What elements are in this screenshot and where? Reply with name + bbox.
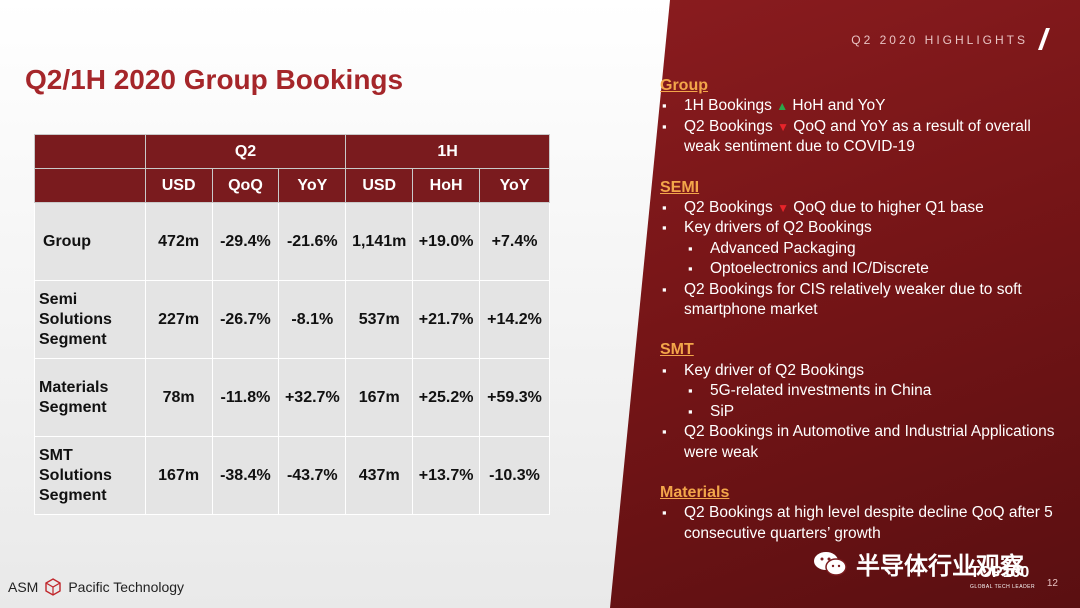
sub-bullet: 5G-related investments in China — [660, 381, 1060, 402]
heading-semi: SEMI — [660, 178, 700, 196]
table-cell: -43.7% — [278, 436, 347, 515]
table-cell: 437m — [345, 436, 414, 515]
cube-logo-icon — [45, 578, 62, 596]
heading-materials: Materials — [660, 483, 730, 501]
wechat-icon — [814, 551, 847, 576]
table-cell: -38.4% — [211, 436, 280, 515]
page-number: 12 — [1046, 578, 1058, 589]
arrow-down-icon: ▼ — [777, 119, 789, 134]
col-header: QoQ — [211, 168, 280, 203]
segment-label: Group — [34, 202, 146, 281]
sub-bullet: Advanced Packaging — [660, 239, 1060, 260]
table-row: Semi Solutions Segment 227m -26.7% -8.1%… — [34, 280, 550, 359]
table-row: Materials Segment 78m -11.8% +32.7% 167m… — [34, 358, 550, 437]
segment-label: SMT Solutions Segment — [34, 436, 146, 515]
table-cell: +25.2% — [412, 358, 481, 437]
table-cell: 167m — [144, 436, 213, 515]
top100-badge: TOP100 GLOBAL TECH LEADER — [970, 564, 1036, 594]
section-tag: Q2 2020 HIGHLIGHTS — [851, 33, 1028, 47]
table-cell: +19.0% — [412, 202, 481, 281]
logo-text-left: ASM — [8, 579, 39, 595]
table-cell: +13.7% — [412, 436, 481, 515]
table-cell: +14.2% — [479, 280, 550, 359]
col-header: HoH — [412, 168, 481, 203]
table-cell: -11.8% — [211, 358, 280, 437]
table-cell: -29.4% — [211, 202, 280, 281]
bullet: Q2 Bookings ▼ QoQ and YoY as a result of… — [660, 117, 1060, 158]
arrow-up-icon: ▲ — [776, 99, 789, 114]
table-cell: 78m — [144, 358, 213, 437]
table-cell: -10.3% — [479, 436, 550, 515]
bullet: Key driver of Q2 Bookings — [660, 361, 1060, 382]
bullet-text: Q2 Bookings — [684, 199, 773, 217]
table-corner-2 — [34, 168, 146, 203]
table-corner — [34, 134, 146, 169]
segment-label: Semi Solutions Segment — [34, 280, 146, 359]
col-header: USD — [144, 168, 213, 203]
bullet-text: Q2 Bookings — [684, 117, 773, 135]
bullet-text: QoQ and YoY as a result of overall weak … — [684, 117, 1031, 156]
heading-smt: SMT — [660, 341, 694, 359]
table-group-header-row: Q2 1H — [34, 134, 550, 169]
table-cell: +32.7% — [278, 358, 347, 437]
table-cell: 1,141m — [345, 202, 414, 281]
top100-subtext: GLOBAL TECH LEADER — [970, 584, 1036, 590]
table-cell: -21.6% — [278, 202, 347, 281]
group-header-1h: 1H — [345, 134, 550, 169]
highlights-list: Group 1H Bookings ▲ HoH and YoY Q2 Booki… — [660, 76, 1060, 544]
col-header: YoY — [479, 168, 550, 203]
bullet: Q2 Bookings for CIS relatively weaker du… — [660, 280, 1060, 321]
wechat-watermark: 半导体行业观察 — [812, 546, 1024, 581]
bookings-table: Q2 1H USD QoQ YoY USD HoH YoY Group 472m… — [34, 134, 550, 515]
table-cell: +21.7% — [412, 280, 481, 359]
table-cell: 167m — [345, 358, 414, 437]
bullet-text: QoQ due to higher Q1 base — [793, 199, 984, 217]
bullet: Q2 Bookings ▼ QoQ due to higher Q1 base — [660, 198, 1060, 219]
bullet: Key drivers of Q2 Bookings — [660, 218, 1060, 239]
segment-label: Materials Segment — [34, 358, 146, 437]
col-header: YoY — [278, 168, 347, 203]
heading-group: Group — [660, 77, 708, 94]
table-row: Group 472m -29.4% -21.6% 1,141m +19.0% +… — [34, 202, 550, 281]
logo-text-right: Pacific Technology — [68, 579, 185, 595]
watermark-text: 半导体行业观察 — [856, 553, 1024, 580]
table-cell: 472m — [144, 202, 213, 281]
company-logo: ASM Pacific Technology — [8, 578, 184, 596]
top100-text: TOP100 — [970, 564, 1030, 581]
sub-bullet: SiP — [660, 402, 1060, 423]
bullet: Q2 Bookings in Automotive and Industrial… — [660, 422, 1060, 463]
group-header-q2: Q2 — [144, 134, 347, 169]
bullet: 1H Bookings ▲ HoH and YoY — [660, 96, 1060, 117]
sub-bullet: Optoelectronics and IC/Discrete — [660, 259, 1060, 280]
table-cell: +7.4% — [479, 202, 550, 281]
table-row: SMT Solutions Segment 167m -38.4% -43.7%… — [34, 436, 550, 515]
table-cell: 537m — [345, 280, 414, 359]
page-title: Q2/1H 2020 Group Bookings — [25, 64, 404, 95]
bullet: Q2 Bookings at high level despite declin… — [660, 503, 1060, 544]
bullet-text: 1H Bookings — [684, 97, 772, 115]
arrow-down-icon: ▼ — [777, 201, 789, 216]
table-cell: 227m — [144, 280, 213, 359]
table-cell: +59.3% — [479, 358, 550, 437]
table-cell: -8.1% — [278, 280, 347, 359]
col-header: USD — [345, 168, 414, 203]
table-cell: -26.7% — [211, 280, 280, 359]
bullet-text: HoH and YoY — [792, 97, 886, 115]
table-column-header-row: USD QoQ YoY USD HoH YoY — [34, 168, 550, 203]
